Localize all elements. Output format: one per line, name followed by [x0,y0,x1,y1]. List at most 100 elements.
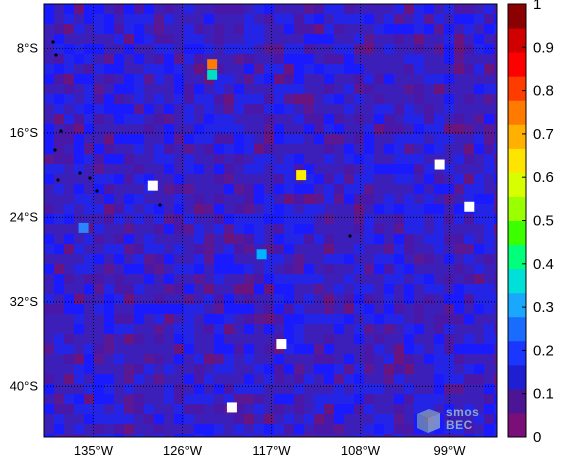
grid-cell [344,324,354,334]
grid-cell [474,104,484,114]
grid-cell [54,224,64,234]
grid-cell [264,104,274,114]
grid-cell [284,294,294,304]
grid-cell [334,264,344,274]
grid-cell [464,434,474,437]
grid-cell [474,214,484,224]
grid-cell [264,274,274,284]
grid-cell [114,104,124,114]
grid-cell [154,214,164,224]
grid-cell [384,74,394,84]
grid-cell [214,284,224,294]
grid-cell [404,224,414,234]
grid-cell [154,304,164,314]
grid-cell [114,274,124,284]
grid-cell [194,384,204,394]
grid-cell [404,94,414,104]
grid-cell [124,264,134,274]
grid-cell [174,264,184,274]
grid-cell [374,134,384,144]
grid-cell [484,164,494,174]
grid-cell [204,424,214,434]
grid-cell [64,434,74,437]
grid-cell [494,284,497,294]
grid-cell [454,244,464,254]
grid-cell [44,414,54,424]
grid-cell [174,334,184,344]
grid-cell [284,134,294,144]
grid-cell [364,94,374,104]
grid-cell [314,54,324,64]
grid-cell [184,284,194,294]
grid-cell [184,384,194,394]
colorbar-segment [508,4,526,29]
grid-cell [84,144,94,154]
grid-cell [364,24,374,34]
map-area[interactable] [43,3,498,438]
grid-cell [404,234,414,244]
grid-cell [294,244,304,254]
grid-cell [74,274,84,284]
grid-cell [54,24,64,34]
grid-cell [74,14,84,24]
grid-cell [444,84,454,94]
grid-cell [494,224,497,234]
grid-cell [104,314,114,324]
grid-cell [164,334,174,344]
grid-cell [394,104,404,114]
grid-cell [244,94,254,104]
grid-cell [364,374,374,384]
grid-cell [394,64,404,74]
grid-cell [94,324,104,334]
grid-cell [354,414,364,424]
grid-cell [124,14,134,24]
grid-cell [474,184,484,194]
grid-cell [454,274,464,284]
grid-cell [434,34,444,44]
grid-cell [164,314,174,324]
grid-cell [484,4,494,14]
grid-cell [264,374,274,384]
grid-cell [344,404,354,414]
grid-cell [344,14,354,24]
grid-cell [354,324,364,334]
grid-cell [464,84,474,94]
grid-cell [454,164,464,174]
grid-cell [354,164,364,174]
island-dot [95,189,99,193]
grid-cell [234,184,244,194]
grid-cell [154,394,164,404]
grid-cell [174,414,184,424]
grid-cell [244,164,254,174]
grid-cell [94,184,104,194]
grid-cell [414,194,424,204]
grid-cell [224,264,234,274]
grid-cell [134,54,144,64]
grid-cell [384,284,394,294]
grid-cell [294,84,304,94]
grid-cell [334,144,344,154]
grid-cell [134,74,144,84]
grid-cell [134,44,144,54]
grid-cell [254,294,264,304]
grid-cell [244,184,254,194]
grid-cell [384,374,394,384]
grid-cell [254,344,264,354]
grid-cell [234,304,244,314]
grid-cell [284,364,294,374]
grid-cell [414,14,424,24]
grid-cell [474,124,484,134]
grid-cell [274,334,284,344]
latitude-label: 16°S [10,125,39,140]
grid-cell [184,274,194,284]
grid-cell [254,324,264,334]
grid-cell [104,264,114,274]
grid-cell [234,274,244,284]
grid-cell [84,384,94,394]
grid-cell [174,154,184,164]
grid-cell [244,204,254,214]
grid-cell [364,234,374,244]
grid-cell [384,424,394,434]
grid-cell [404,244,414,254]
grid-cell [294,344,304,354]
